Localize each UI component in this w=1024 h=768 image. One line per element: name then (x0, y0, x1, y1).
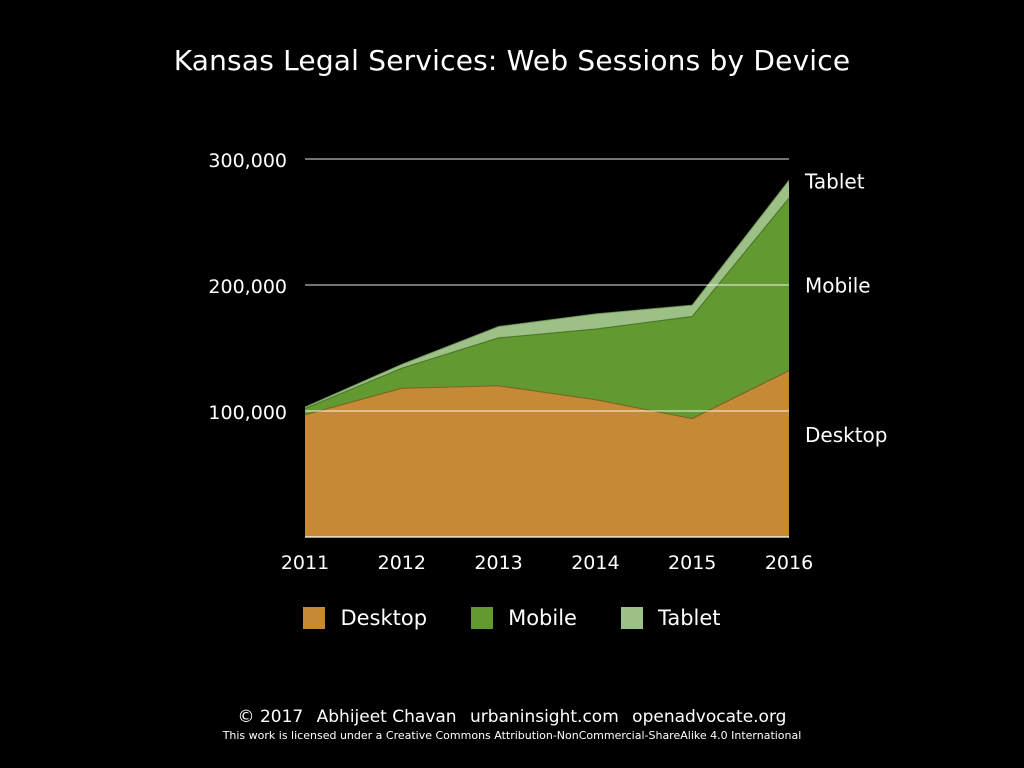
legend-swatch-tablet (620, 607, 643, 629)
footer-site-openadvocate: openadvocate.org (632, 707, 787, 727)
legend-item-tablet: Tablet (620, 606, 721, 630)
legend-label-desktop: Desktop (340, 606, 428, 630)
x-tick-label-2016: 2016 (765, 552, 813, 574)
footer: © 2017 Abhijeet Chavan urbaninsight.com … (0, 706, 1024, 744)
footer-credits: © 2017 Abhijeet Chavan urbaninsight.com … (0, 706, 1024, 728)
series-label-mobile: Mobile (805, 273, 871, 297)
footer-copyright: © 2017 (237, 707, 304, 727)
y-tick-label-1: 200,000 (208, 276, 287, 298)
x-tick-label-2013: 2013 (474, 552, 522, 574)
legend-item-mobile: Mobile (471, 606, 577, 630)
footer-author: Abhijeet Chavan (316, 707, 457, 727)
line-mobile (304, 197, 790, 410)
area-mobile (305, 198, 789, 419)
area-desktop (305, 370, 789, 537)
series-label-desktop: Desktop (805, 423, 887, 447)
chart-legend: Desktop Mobile Tablet (0, 606, 1024, 630)
x-tick-label-2015: 2015 (668, 552, 716, 574)
x-tick-label-2014: 2014 (571, 552, 619, 574)
legend-swatch-mobile (471, 607, 494, 629)
footer-site-urbaninsight: urbaninsight.com (469, 707, 619, 727)
chart-title: Kansas Legal Services: Web Sessions by D… (173, 44, 851, 77)
x-tick-label-2011: 2011 (281, 552, 329, 574)
legend-label-tablet: Tablet (657, 606, 721, 630)
y-tick-label-0: 100,000 (208, 402, 287, 424)
legend-swatch-desktop (303, 607, 326, 629)
footer-license: This work is licensed under a Creative C… (222, 729, 802, 742)
y-tick-label-2: 300,000 (208, 150, 287, 172)
legend-label-mobile: Mobile (508, 606, 577, 630)
x-tick-label-2012: 2012 (378, 552, 426, 574)
series-label-tablet: Tablet (804, 169, 865, 193)
line-tablet (304, 180, 790, 408)
legend-item-desktop: Desktop (303, 606, 427, 630)
